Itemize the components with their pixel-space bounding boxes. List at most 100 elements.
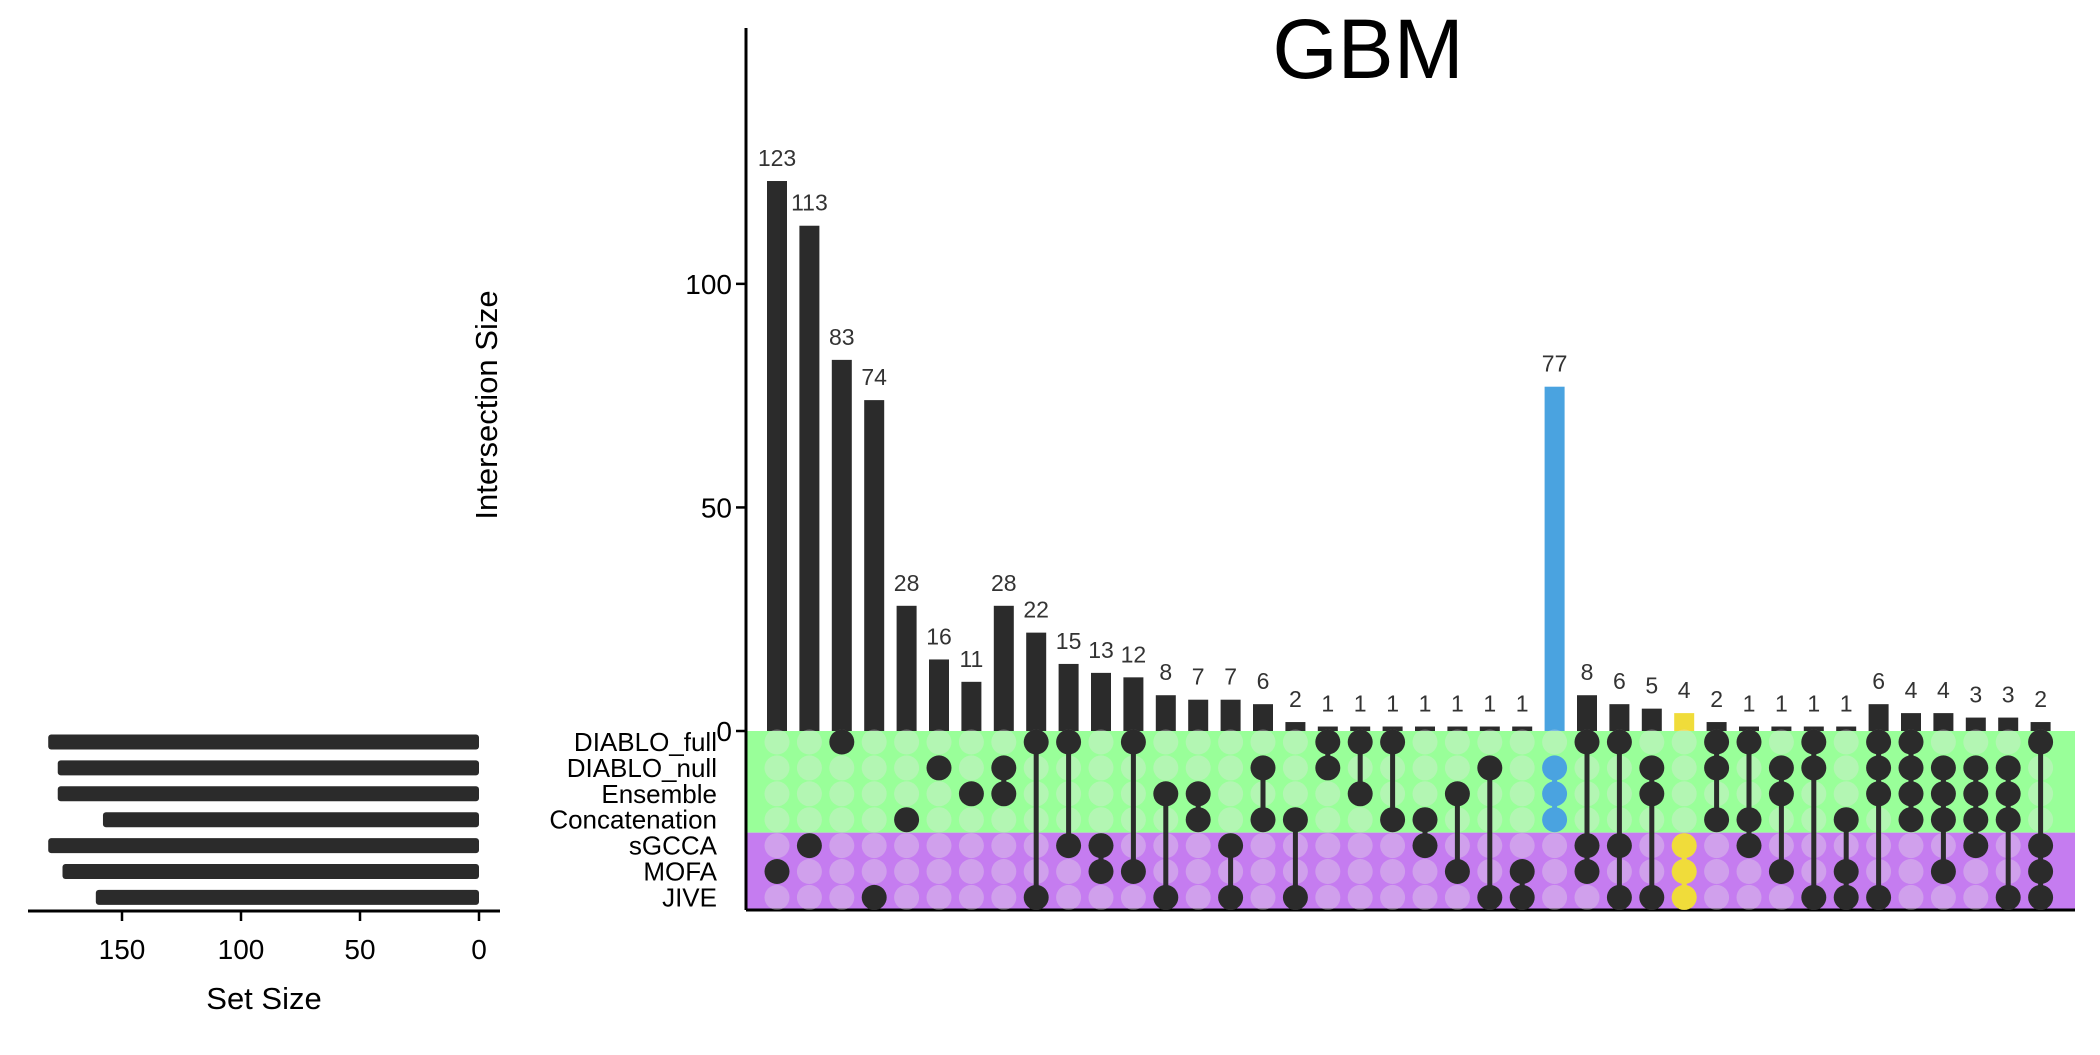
inactive-dot <box>1250 833 1276 859</box>
inactive-dot <box>1768 729 1794 755</box>
inactive-dot <box>1736 859 1762 884</box>
intersection-value-label: 6 <box>1257 668 1270 694</box>
intersection-value-label: 7 <box>1192 664 1205 690</box>
active-dot <box>1963 781 1989 807</box>
intersection-size-axis-label: Intersection Size <box>469 290 504 519</box>
intersection-value-label: 4 <box>1678 677 1691 703</box>
intersection-value-label: 1 <box>1743 691 1756 717</box>
inactive-dot <box>1898 859 1924 884</box>
active-dot <box>1833 859 1859 884</box>
inactive-dot <box>1412 729 1438 755</box>
active-dot <box>1606 729 1632 755</box>
intersection-bar <box>1382 726 1403 731</box>
inactive-dot <box>1282 729 1308 755</box>
set-size-bar <box>95 889 479 905</box>
intersection-bar <box>1868 704 1889 731</box>
active-dot <box>1347 729 1373 755</box>
inactive-dot <box>1380 884 1406 910</box>
intersection-value-label: 16 <box>926 623 952 649</box>
inactive-dot <box>1347 859 1373 884</box>
inactive-dot <box>1282 781 1308 807</box>
active-dot <box>1056 833 1082 859</box>
inactive-dot <box>991 833 1017 859</box>
intersection-value-label: 2 <box>2034 686 2047 712</box>
active-dot <box>1412 833 1438 859</box>
inactive-dot <box>1833 755 1859 781</box>
inactive-dot <box>829 807 855 833</box>
inactive-dot <box>1250 859 1276 884</box>
active-dot <box>1768 859 1794 884</box>
active-dot <box>1833 807 1859 833</box>
inactive-dot <box>829 859 855 884</box>
active-dot <box>1736 807 1762 833</box>
active-dot <box>1671 859 1697 884</box>
intersection-axis-tick-label: 50 <box>701 492 732 523</box>
intersection-bar <box>1609 704 1630 731</box>
intersection-bar <box>1965 717 1986 731</box>
intersection-value-label: 28 <box>991 570 1017 596</box>
inactive-dot <box>1671 755 1697 781</box>
set-size-axis-label: Set Size <box>206 981 321 1016</box>
inactive-dot <box>1218 807 1244 833</box>
intersection-bar <box>1544 386 1565 731</box>
active-dot <box>1023 884 1049 910</box>
inactive-dot <box>894 884 920 910</box>
inactive-dot <box>1315 781 1341 807</box>
inactive-dot <box>796 729 822 755</box>
active-dot <box>1866 884 1892 910</box>
intersection-axis-tick-label: 100 <box>685 269 732 300</box>
inactive-dot <box>796 807 822 833</box>
inactive-dot <box>1574 884 1600 910</box>
inactive-dot <box>1218 755 1244 781</box>
set-size-axis-tick-label: 150 <box>99 934 146 965</box>
inactive-dot <box>1542 833 1568 859</box>
intersection-value-label: 4 <box>1937 677 1950 703</box>
inactive-dot <box>926 884 952 910</box>
active-dot <box>1282 884 1308 910</box>
intersection-value-label: 1 <box>1483 691 1496 717</box>
active-dot <box>1898 807 1924 833</box>
inactive-dot <box>1088 729 1114 755</box>
active-dot <box>2028 729 2054 755</box>
intersection-bar <box>1285 722 1306 731</box>
inactive-dot <box>1671 729 1697 755</box>
active-dot <box>1995 884 2021 910</box>
inactive-dot <box>1833 729 1859 755</box>
set-name-label: MOFA <box>643 857 717 887</box>
inactive-dot <box>1315 884 1341 910</box>
intersection-bar <box>1512 726 1533 731</box>
intersection-value-label: 8 <box>1581 659 1594 685</box>
intersection-bar <box>1350 726 1371 731</box>
active-dot <box>1088 859 1114 884</box>
inactive-dot <box>1088 884 1114 910</box>
intersection-value-label: 6 <box>1872 668 1885 694</box>
intersection-bar <box>831 359 852 731</box>
intersection-bar <box>1026 632 1047 731</box>
inactive-dot <box>926 859 952 884</box>
inactive-dot <box>894 729 920 755</box>
active-dot <box>1671 833 1697 859</box>
inactive-dot <box>1768 884 1794 910</box>
active-dot <box>1801 755 1827 781</box>
intersection-value-label: 1 <box>1840 691 1853 717</box>
inactive-dot <box>1509 781 1535 807</box>
intersection-bar <box>1058 663 1079 731</box>
inactive-dot <box>1704 884 1730 910</box>
intersection-bar <box>1901 713 1921 731</box>
intersection-bar <box>1739 726 1759 731</box>
intersection-value-label: 5 <box>1645 673 1658 699</box>
active-dot <box>1995 781 2021 807</box>
active-dot <box>1833 884 1859 910</box>
inactive-dot <box>1185 755 1211 781</box>
inactive-dot <box>1315 833 1341 859</box>
inactive-dot <box>1412 781 1438 807</box>
inactive-dot <box>1282 755 1308 781</box>
inactive-dot <box>1185 859 1211 884</box>
set-size-axis: 150 100 50 0 <box>28 909 500 965</box>
inactive-dot <box>894 859 920 884</box>
active-dot <box>894 807 920 833</box>
inactive-dot <box>1380 859 1406 884</box>
inactive-dot <box>958 884 984 910</box>
active-dot <box>958 781 984 807</box>
